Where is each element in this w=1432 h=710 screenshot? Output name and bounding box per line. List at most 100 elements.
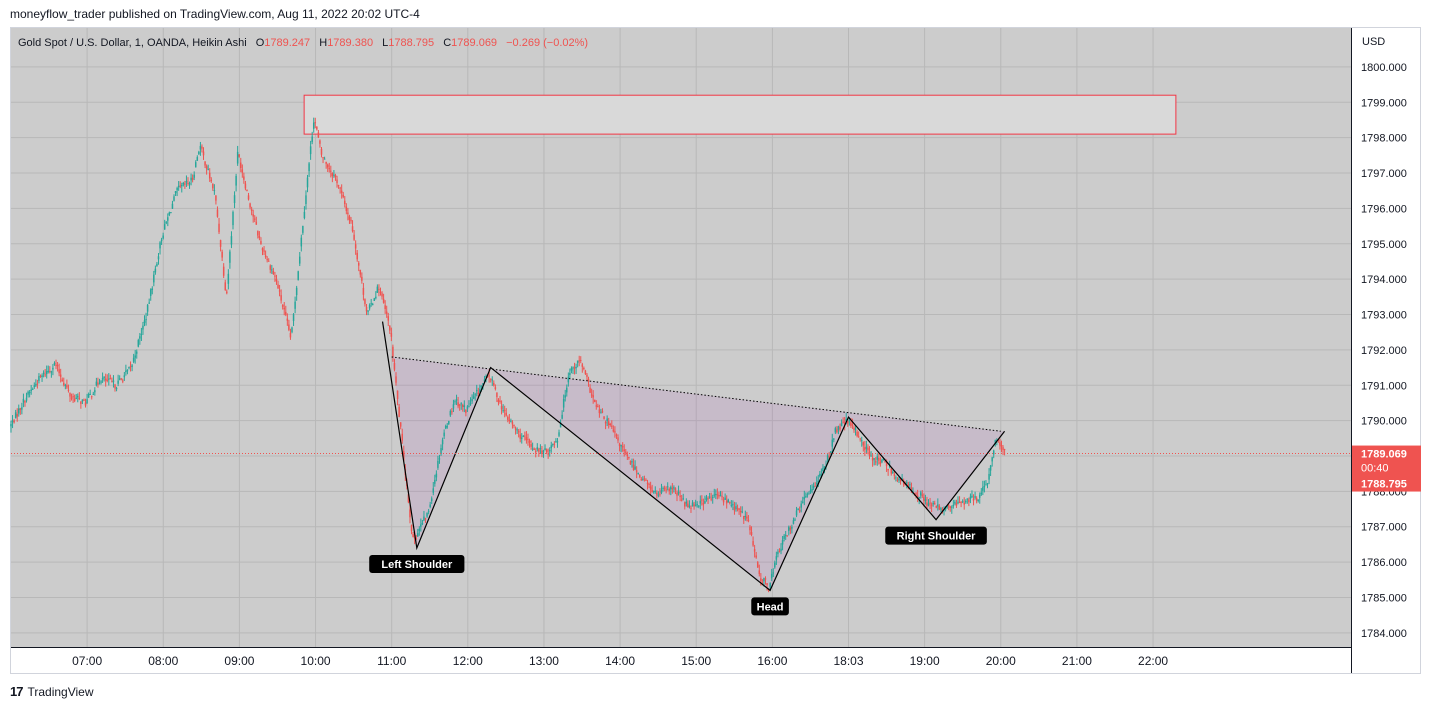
candle-body [451, 411, 453, 413]
candle-body [384, 305, 386, 309]
candle-body [264, 255, 267, 258]
candle-body [232, 211, 234, 226]
candle-body [69, 393, 71, 397]
candle-body [412, 534, 414, 538]
candle-body [112, 380, 115, 383]
chart-frame[interactable] [10, 27, 1421, 674]
pattern-label[interactable]: Left Shoulder [369, 554, 465, 573]
symbol-legend[interactable]: Gold Spot / U.S. Dollar, 1, OANDA, Heiki… [18, 37, 588, 49]
candle-body [710, 498, 712, 500]
candle-body [730, 504, 733, 506]
candle-body [617, 437, 619, 441]
candle-body [699, 500, 702, 504]
candle-body [961, 501, 964, 503]
candle-body [354, 244, 357, 249]
candle-body [575, 366, 577, 369]
candle-body [90, 396, 93, 398]
pattern-fill [391, 356, 1005, 591]
candle-body [564, 395, 566, 398]
candle-body [829, 451, 832, 454]
candle-body [131, 365, 133, 367]
candle-body [171, 203, 174, 209]
candle-body [255, 221, 258, 225]
candle-body [833, 438, 835, 440]
price-tag-low: 1788.795 [1361, 479, 1407, 491]
candle-body [230, 236, 233, 245]
candle-body [837, 426, 840, 431]
pattern-fill-layer [391, 356, 1005, 591]
candle-body [649, 486, 652, 490]
candle-body [851, 424, 854, 426]
candle-body [668, 488, 670, 492]
candle-body [890, 469, 892, 474]
candle-body [870, 455, 872, 457]
candle-body [733, 506, 736, 511]
neckline[interactable] [391, 356, 1001, 432]
time-axis[interactable]: 07:00 08:00 09:00 10:00 11:00 12:00 13:00 14:00… [72, 654, 1168, 668]
candle-body [399, 422, 402, 427]
candle-body [969, 496, 972, 499]
candle-body [545, 449, 548, 453]
candle-body [722, 499, 725, 503]
candle-body [845, 418, 847, 422]
candle-body [752, 541, 754, 546]
candle-body [784, 534, 787, 536]
x-tick-label: 09:00 [224, 654, 254, 668]
candle-body [947, 505, 950, 507]
candle-body [97, 382, 99, 385]
candle-body [25, 397, 28, 401]
pattern-label[interactable]: Right Shoulder [885, 526, 987, 545]
footer-brand[interactable]: 17 TradingView [10, 684, 94, 699]
pattern-label[interactable]: Head [751, 597, 789, 616]
candle-body [78, 397, 81, 399]
candle-body [798, 510, 801, 512]
y-tick-label: 1799.000 [1361, 97, 1407, 109]
candle-body [201, 146, 203, 149]
candle-body [533, 448, 535, 450]
candle-body [552, 443, 554, 445]
candle-body [744, 515, 747, 517]
currency-label: USD [1362, 36, 1385, 48]
candle-body [28, 391, 31, 393]
candle-body [648, 483, 650, 485]
candle-body [598, 409, 601, 414]
candle-body [18, 408, 20, 414]
candle-body [629, 460, 632, 465]
candle-body [949, 506, 951, 508]
candle-body [697, 505, 700, 507]
candle-body [893, 474, 896, 476]
candle-body [510, 420, 512, 422]
candle-body [204, 161, 206, 166]
candle-body [148, 302, 150, 304]
candle-body [1000, 444, 1003, 447]
price-axis[interactable]: 1784.0001785.0001786.0001787.0001788.000… [1361, 62, 1407, 640]
candle-body [553, 443, 556, 445]
candle-body [531, 448, 534, 450]
candle-body [927, 503, 930, 506]
candle-body [184, 183, 186, 185]
candle-body [657, 494, 660, 496]
candle-body [260, 241, 262, 245]
candle-body [198, 151, 200, 154]
price-tag-countdown: 00:40 [1361, 463, 1389, 475]
resistance-zone[interactable] [303, 94, 1177, 135]
candle-body [159, 242, 161, 249]
open-value: 1789.247 [264, 37, 310, 49]
candle-body [401, 433, 403, 441]
candle-body [351, 226, 354, 232]
candle-body [472, 396, 475, 399]
candle-body [63, 382, 65, 385]
candle-body [45, 371, 48, 375]
candle-body [174, 191, 177, 194]
candle-body [516, 429, 518, 431]
candle-body [603, 416, 605, 419]
hs-pattern-line[interactable] [381, 321, 1006, 592]
chart-svg[interactable]: Left Shoulder Head Right Shoulder 1784.000… [0, 0, 1432, 680]
candle-body [213, 190, 216, 192]
candle-body [573, 367, 576, 369]
candle-body [850, 422, 852, 426]
candle-body [212, 183, 214, 189]
candle-body [864, 447, 866, 450]
candle-body [291, 327, 293, 333]
candle-body [631, 461, 633, 463]
